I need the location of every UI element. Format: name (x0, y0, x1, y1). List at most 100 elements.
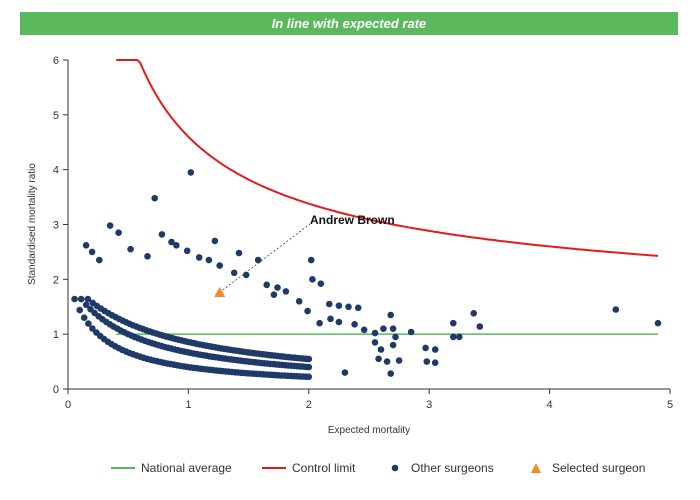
other-surgeon-point[interactable] (76, 306, 83, 314)
other-surgeon-point[interactable] (371, 329, 379, 337)
x-axis-label: Expected mortality (328, 425, 410, 436)
legend: National average Control limit Other sur… (111, 461, 645, 475)
other-surgeon-point[interactable] (345, 303, 352, 311)
other-surgeon-point[interactable] (242, 271, 250, 279)
other-surgeon-point[interactable] (327, 315, 334, 323)
selected-surgeon-marker[interactable] (214, 287, 226, 298)
x-tick-label: 4 (547, 399, 553, 411)
other-surgeon-point[interactable] (450, 319, 457, 327)
other-surgeon-point[interactable] (654, 319, 662, 327)
other-surgeon-point[interactable] (187, 169, 195, 176)
other-surgeon-point[interactable] (395, 357, 403, 364)
legend-label-other-surgeons: Other surgeons (411, 461, 494, 475)
other-surgeon-point[interactable] (389, 325, 397, 333)
other-surgeon-point[interactable] (456, 333, 463, 341)
other-surgeon-point[interactable] (173, 242, 180, 249)
other-surgeon-point[interactable] (106, 222, 114, 229)
other-surgeon-point[interactable] (235, 249, 243, 257)
other-surgeon-point[interactable] (263, 281, 271, 289)
other-surgeon-point[interactable] (307, 256, 315, 264)
other-surgeon-point[interactable] (144, 252, 151, 260)
other-surgeon-point[interactable] (282, 288, 290, 295)
other-surgeon-point[interactable] (216, 262, 223, 269)
y-tick-label: 3 (53, 220, 59, 232)
other-surgeon-point[interactable] (89, 325, 96, 332)
other-surgeon-point[interactable] (431, 359, 439, 367)
other-surgeon-point[interactable] (354, 304, 362, 312)
other-surgeon-point[interactable] (335, 302, 343, 310)
other-surgeon-point[interactable] (431, 346, 439, 353)
other-surgeon-point[interactable] (407, 328, 415, 336)
other-surgeon-point[interactable] (351, 321, 358, 328)
other-surgeon-point[interactable] (96, 256, 103, 264)
other-surgeon-point[interactable] (274, 284, 281, 291)
x-tick-label: 5 (667, 399, 673, 411)
other-surgeon-point[interactable] (387, 370, 395, 377)
other-surgeon-point[interactable] (389, 341, 397, 349)
other-surgeon-point[interactable] (470, 310, 478, 317)
other-surgeon-point[interactable] (387, 311, 395, 319)
other-surgeon-point[interactable] (71, 295, 78, 303)
other-surgeon-point[interactable] (375, 355, 382, 363)
other-surgeon-point[interactable] (305, 373, 313, 381)
other-surgeon-point[interactable] (380, 325, 387, 333)
selected-surgeon-label: Andrew Brown (310, 213, 395, 227)
y-tick-label: 6 (53, 55, 59, 67)
other-surgeon-point[interactable] (392, 333, 399, 341)
other-surgeon-point[interactable] (383, 358, 391, 365)
other-surgeon-point[interactable] (82, 242, 90, 249)
other-surgeon-point[interactable] (158, 231, 166, 238)
other-surgeon-point[interactable] (183, 247, 191, 255)
legend-label-selected-surgeon: Selected surgeon (552, 461, 645, 475)
x-tick-label: 3 (426, 399, 432, 411)
other-surgeon-point[interactable] (230, 269, 238, 277)
other-surgeon-point[interactable] (80, 314, 88, 322)
other-surgeon-point[interactable] (127, 245, 134, 253)
other-surgeon-point[interactable] (270, 291, 278, 299)
legend-swatch-selected-surgeon (531, 463, 541, 473)
other-surgeon-point[interactable] (476, 323, 484, 330)
other-surgeon-point[interactable] (305, 355, 313, 363)
other-surgeon-point[interactable] (304, 307, 311, 315)
other-surgeon-point[interactable] (305, 363, 313, 371)
legend-label-national-average: National average (141, 461, 232, 475)
y-tick-label: 5 (53, 110, 59, 122)
other-surgeon-point[interactable] (205, 256, 213, 264)
other-surgeon-point[interactable] (211, 237, 219, 245)
y-tick-label: 2 (53, 274, 59, 286)
status-banner: In line with expected rate (20, 12, 678, 35)
other-surgeon-point[interactable] (295, 298, 303, 305)
other-surgeon-point[interactable] (77, 295, 85, 303)
other-surgeon-point[interactable] (309, 276, 316, 283)
y-tick-label: 1 (53, 329, 59, 341)
x-tick-label: 1 (185, 399, 191, 411)
other-surgeon-point[interactable] (316, 319, 323, 327)
other-surgeon-point[interactable] (335, 318, 343, 326)
other-surgeon-point[interactable] (168, 238, 175, 246)
other-surgeon-point[interactable] (195, 254, 203, 261)
other-surgeon-point[interactable] (151, 194, 158, 202)
other-surgeon-point[interactable] (82, 301, 90, 309)
legend-label-control-limit: Control limit (292, 461, 356, 475)
x-tick-label: 0 (65, 399, 71, 411)
control-limit-curve (116, 59, 659, 257)
other-surgeon-point[interactable] (84, 295, 92, 303)
other-surgeon-point[interactable] (423, 358, 431, 365)
legend-swatch-other-surgeons (391, 464, 399, 472)
y-tick-label: 4 (53, 165, 59, 177)
other-surgeon-point[interactable] (360, 326, 368, 334)
other-surgeon-point[interactable] (85, 320, 92, 327)
other-surgeon-point[interactable] (371, 339, 379, 346)
other-surgeon-point[interactable] (377, 346, 385, 353)
other-surgeon-point[interactable] (450, 333, 457, 341)
other-surgeon-point[interactable] (612, 306, 620, 313)
other-surgeon-point[interactable] (115, 229, 122, 236)
other-surgeon-point[interactable] (88, 248, 96, 256)
other-surgeon-point[interactable] (317, 280, 325, 288)
x-tick-label: 2 (306, 399, 312, 411)
other-surgeon-point[interactable] (254, 256, 262, 264)
other-surgeon-point[interactable] (341, 369, 349, 376)
other-surgeon-point[interactable] (422, 344, 429, 352)
other-surgeon-point[interactable] (326, 300, 333, 308)
